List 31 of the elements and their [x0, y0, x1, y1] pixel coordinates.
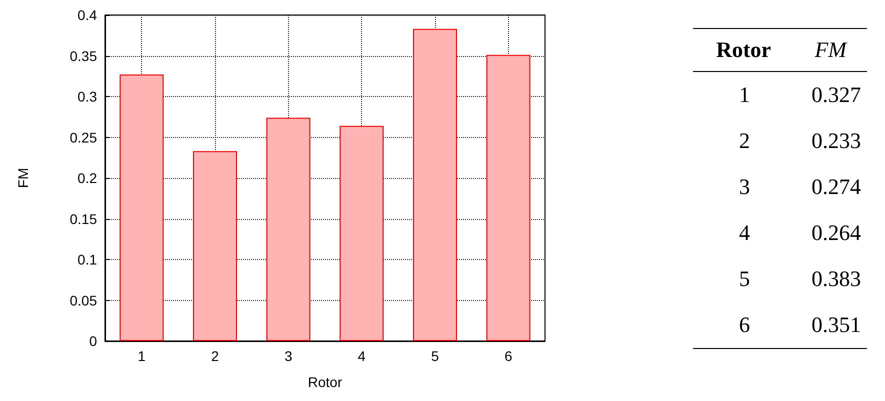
x-tick-label: 6: [504, 348, 512, 364]
text: 1 0.327: [738, 81, 862, 109]
bar: [340, 126, 384, 341]
x-tick-label: 4: [358, 348, 366, 364]
bar: [120, 74, 164, 341]
text: 4 0.264: [738, 219, 862, 247]
y-tick-label: 0.05: [70, 292, 98, 308]
text: FM: [814, 36, 848, 64]
x-tick-label: 3: [284, 348, 292, 364]
y-tick-label: 0.2: [78, 170, 98, 186]
x-tick-label: 1: [138, 348, 146, 364]
text: 2 0.233: [738, 127, 862, 155]
y-tick-label: 0.25: [70, 129, 98, 146]
x-tick-label: 5: [431, 348, 440, 364]
y-tick-label: 0.3: [78, 88, 98, 104]
text: 3 0.274: [738, 173, 862, 201]
text: 6 0.351: [738, 311, 862, 339]
bar: [486, 54, 530, 341]
y-tick-label: 0: [89, 333, 98, 349]
y-tick-label: 0.15: [70, 210, 98, 227]
text: 5 0.383: [738, 265, 862, 293]
bar: [193, 151, 237, 341]
y-tick-label: 0.4: [78, 7, 98, 23]
y-axis-title: FM: [15, 168, 31, 188]
bar: [266, 118, 310, 341]
y-tick-label: 0.1: [78, 252, 98, 268]
x-tick-label: 2: [211, 348, 220, 364]
x-axis-title: Rotor: [308, 374, 342, 390]
text: Rotor: [715, 36, 772, 64]
bar: [413, 28, 457, 341]
y-tick-label: 0.35: [70, 48, 98, 64]
